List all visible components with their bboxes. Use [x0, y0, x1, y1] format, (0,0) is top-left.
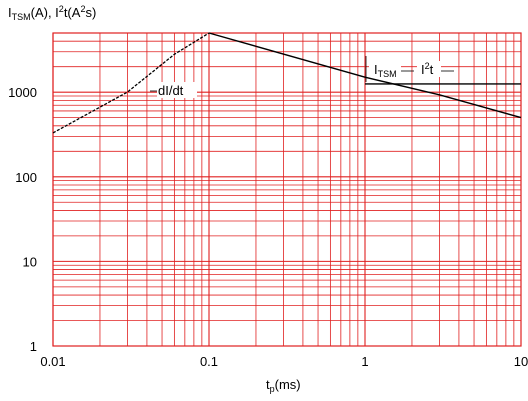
i2t-label: I2t — [421, 61, 434, 77]
annotation-itsm: ITSM — [365, 56, 414, 82]
tick-labels: 0.01 0.1 1 10 1 10 100 1000 — [8, 85, 528, 369]
y-tick-label: 10 — [23, 254, 37, 269]
grid — [52, 32, 521, 347]
x-tick-label: 0.01 — [40, 354, 65, 369]
y-tick-label: 1 — [30, 339, 37, 354]
itsm-label: ITSM — [374, 62, 397, 79]
axes — [52, 32, 522, 347]
x-axis-title: tp(ms) — [266, 377, 301, 394]
series-line-2 — [208, 32, 522, 119]
y-tick-label: 100 — [15, 170, 37, 185]
x-tick-label: 10 — [514, 354, 528, 369]
didt-label: dI/dt — [158, 83, 184, 98]
y-tick-label: 1000 — [8, 85, 37, 100]
plot-frame — [52, 32, 522, 347]
y-axis-title: ITSM(A), I2t(A2s) — [8, 4, 96, 22]
annotation-i2t: I2t — [417, 61, 454, 77]
x-tick-label: 1 — [361, 354, 368, 369]
annotation-didt: dI/dt — [150, 82, 197, 98]
series-lines — [52, 32, 522, 134]
series-line-1 — [52, 32, 210, 134]
x-tick-label: 0.1 — [200, 354, 218, 369]
